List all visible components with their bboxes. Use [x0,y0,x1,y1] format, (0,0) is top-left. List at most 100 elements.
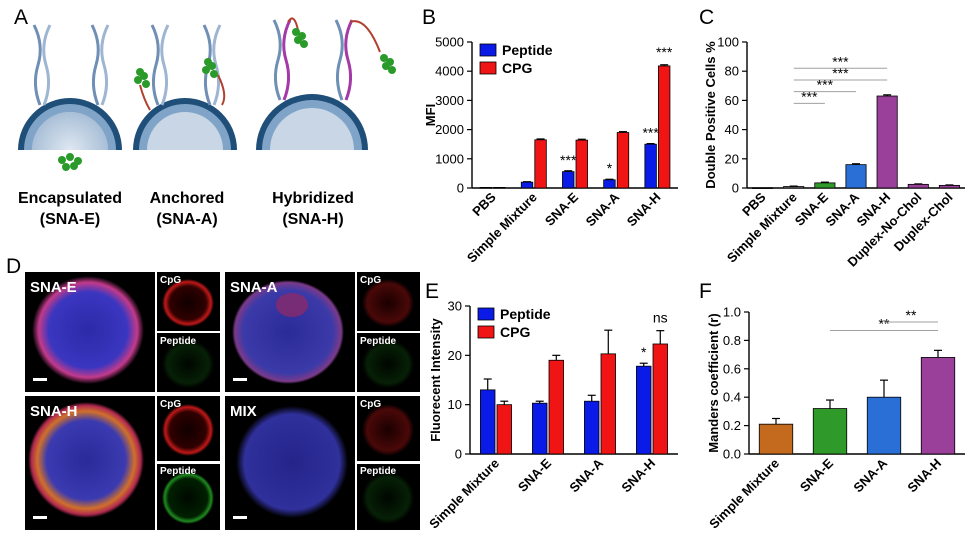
micrograph-sna-h: SNA-H CpG Peptide [25,396,220,530]
chart-e-fluorescent-intensity: 0 10 20 30 Fluorecent Intensity * ns Peptide CPG… [426,299,678,532]
panel-label-d: D [6,255,21,278]
chart-b-legend-label-cpg: CPG [502,60,532,76]
chart-e-legend-label-cpg: CPG [500,324,530,340]
chart-e-y-axis-label: Fluorecent Intensity [428,317,443,441]
chart-b-ytick-label-0: 0 [457,181,464,196]
chart-f-bar-0 [758,423,794,455]
chart-f-ytick-label-2: 0.4 [723,390,741,405]
chart-b-legend-swatch-peptide [479,43,497,57]
chart-c-category-label-3: SNA-A [822,189,862,229]
chart-b-bar-cpg-4 [658,65,671,189]
caption-anchored-line1: Anchored [150,190,225,207]
chart-e-bar-peptide-1 [532,402,548,455]
chart-e-ytick-label-0: 0 [455,447,462,462]
chart-e-bar-peptide-2 [584,400,600,455]
chart-b-category-label-4: SNA-H [624,190,664,230]
chart-b-sig-peptide-2: *** [560,152,577,168]
chart-b-bar-cpg-2 [575,139,588,189]
liposome-encapsulated-illustration [10,24,130,210]
chart-b-bar-peptide-4 [644,143,657,189]
micrograph-label-sna-h: SNA-H [30,403,78,420]
channel-label-cpg-e: CpG [160,275,181,286]
chart-e-sig-peptide-3: * [641,344,647,360]
chart-c-bracket-label-0: *** [832,53,849,69]
channel-label-peptide-mix: Peptide [360,466,397,477]
panel-label-e: E [425,280,439,303]
chart-f-bar-1 [812,408,848,455]
liposome-anchored-illustration [125,24,245,210]
chart-e-legend-swatch-cpg [477,325,495,339]
chart-c-ytick-label-0: 0 [732,181,739,196]
panel-label-b: B [422,6,436,29]
chart-c-bracket-label-3: *** [801,88,818,104]
caption-encapsulated-line1: Encapsulated [18,190,122,207]
chart-c-ytick-label-5: 100 [717,35,739,50]
micrograph-sna-a: SNA-A CpG Peptide [225,272,420,392]
chart-b-sig-peptide-3: * [607,160,613,176]
micrograph-sna-e: SNA-E CpG Peptide [25,272,220,392]
chart-f-bar-2 [866,396,902,455]
chart-e-legend-label-peptide: Peptide [500,306,551,322]
chart-b-bar-cpg-1 [534,139,547,189]
chart-f-bar-3 [920,357,956,455]
chart-e-bar-peptide-0 [480,389,496,455]
chart-e-legend-swatch-peptide [477,307,495,321]
chart-b-bar-peptide-2 [562,171,575,189]
chart-c-bar-0 [752,187,774,189]
micrograph-mix: MIX CpG Peptide [225,396,420,530]
chart-b-ytick-label-5: 5000 [435,35,464,50]
chart-b-bar-cpg-3 [616,132,630,189]
chart-f-category-label-1: SNA-E [797,455,836,494]
chart-c-ytick-label-1: 20 [725,151,739,166]
channel-label-peptide-a: Peptide [360,336,397,347]
chart-e-bar-cpg-3 [652,343,668,455]
chart-b-y-axis-label: MFI [423,104,438,126]
chart-f-ytick-label-1: 0.2 [723,418,741,433]
channel-label-cpg-a: CpG [360,275,381,286]
chart-c-y-axis-label: Double Positive Cells % [703,41,718,189]
chart-c-bar-5 [907,183,929,189]
chart-e-sig-cpg-3: ns [653,310,668,326]
chart-b-bar-peptide-1 [520,181,534,189]
chart-b-ytick-label-2: 2000 [435,122,464,137]
chart-e-ytick-label-1: 10 [448,397,462,412]
chart-b-ytick-label-1: 1000 [435,151,464,166]
chart-c-bar-4 [876,95,898,189]
panel-label-c: C [699,6,714,29]
chart-b-sig-peptide-4: *** [642,125,659,141]
chart-b-bar-peptide-0 [479,187,492,189]
chart-e-bar-peptide-3 [636,365,652,455]
chart-b-legend-swatch-cpg [479,61,497,75]
micrograph-label-sna-e: SNA-E [30,279,77,296]
channel-label-cpg-h: CpG [160,399,181,410]
chart-b-ytick-label-3: 3000 [435,93,464,108]
chart-f-ytick-label-0: 0.0 [723,447,741,462]
chart-b-mfi: 010002000300040005000MFI**********Peptid… [423,35,678,266]
chart-c-bracket-label-1: *** [832,65,849,81]
chart-c-bar-6 [938,184,960,189]
chart-c-ytick-label-2: 40 [725,122,739,137]
chart-b-category-label-0: PBS [469,189,499,219]
chart-e-category-label-1: SNA-E [515,455,554,494]
chart-e-bar-cpg-0 [496,404,512,455]
chart-c-bracket-label-2: *** [817,77,834,93]
chart-f-ytick-label-5: 1.0 [723,305,741,320]
chart-b-bar-cpg-0 [493,187,506,189]
chart-f-ytick-label-3: 0.6 [723,361,741,376]
channel-label-peptide-e: Peptide [160,336,197,347]
caption-hybridized-line2: (SNA-H) [282,211,343,228]
chart-b-sig-cpg-4: *** [656,44,673,60]
chart-e-category-label-0: Simple Mixture [426,456,502,532]
chart-f-category-label-0: Simple Mixture [706,456,782,532]
chart-f-bracket-label-1: ** [906,307,917,323]
chart-e-category-label-2: SNA-A [566,455,606,495]
chart-b-legend-label-peptide: Peptide [502,42,553,58]
caption-anchored-line2: (SNA-A) [156,211,217,228]
chart-b-ytick-label-4: 4000 [435,64,464,79]
chart-c-ytick-label-4: 80 [725,64,739,79]
chart-f-y-axis-label: Manders coefficient (r) [706,313,721,452]
micrograph-label-sna-a: SNA-A [230,279,278,296]
chart-e-bar-cpg-2 [600,353,616,455]
channel-label-peptide-h: Peptide [160,466,197,477]
panel-a: A [10,6,396,228]
